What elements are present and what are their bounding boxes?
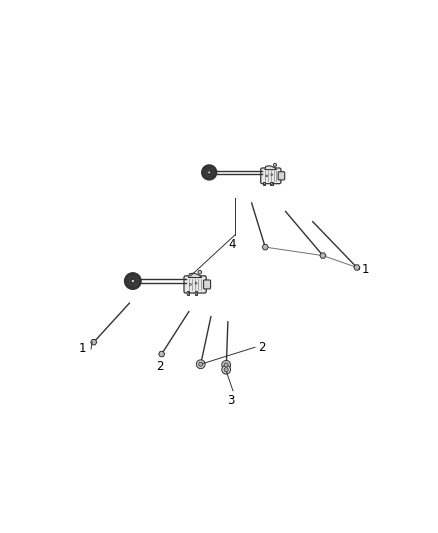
Polygon shape	[271, 182, 273, 185]
Polygon shape	[265, 166, 277, 169]
Text: 1: 1	[362, 263, 369, 276]
FancyBboxPatch shape	[278, 172, 285, 180]
Circle shape	[224, 363, 228, 367]
Polygon shape	[263, 182, 265, 185]
Circle shape	[196, 360, 205, 369]
Text: 1: 1	[78, 342, 86, 356]
Circle shape	[129, 277, 137, 285]
Text: 2: 2	[156, 360, 164, 373]
Circle shape	[208, 171, 211, 174]
Circle shape	[190, 284, 191, 285]
FancyBboxPatch shape	[261, 168, 281, 184]
Text: 2: 2	[258, 342, 266, 354]
FancyBboxPatch shape	[184, 276, 206, 293]
Polygon shape	[223, 368, 229, 374]
Circle shape	[207, 170, 211, 174]
Circle shape	[222, 360, 230, 369]
Circle shape	[131, 279, 135, 284]
Polygon shape	[354, 265, 360, 270]
Circle shape	[206, 169, 212, 176]
Circle shape	[199, 362, 203, 366]
Circle shape	[205, 168, 214, 177]
Circle shape	[131, 279, 134, 282]
Circle shape	[222, 365, 230, 374]
Circle shape	[195, 292, 197, 294]
Circle shape	[271, 182, 273, 184]
Polygon shape	[320, 253, 326, 258]
Polygon shape	[159, 351, 165, 357]
Circle shape	[128, 276, 138, 286]
Polygon shape	[262, 245, 268, 250]
Polygon shape	[198, 361, 204, 367]
Polygon shape	[187, 292, 189, 295]
Circle shape	[224, 368, 228, 372]
Polygon shape	[195, 292, 198, 295]
Polygon shape	[91, 340, 97, 345]
Circle shape	[127, 276, 138, 287]
Circle shape	[204, 167, 214, 177]
FancyBboxPatch shape	[204, 280, 211, 289]
Circle shape	[187, 292, 189, 294]
Circle shape	[195, 282, 197, 284]
Circle shape	[271, 174, 272, 175]
Text: 3: 3	[228, 394, 235, 407]
Circle shape	[198, 270, 201, 274]
Polygon shape	[188, 273, 202, 278]
Text: 4: 4	[229, 238, 237, 251]
Circle shape	[263, 182, 265, 184]
Circle shape	[266, 175, 268, 176]
Circle shape	[273, 163, 276, 166]
